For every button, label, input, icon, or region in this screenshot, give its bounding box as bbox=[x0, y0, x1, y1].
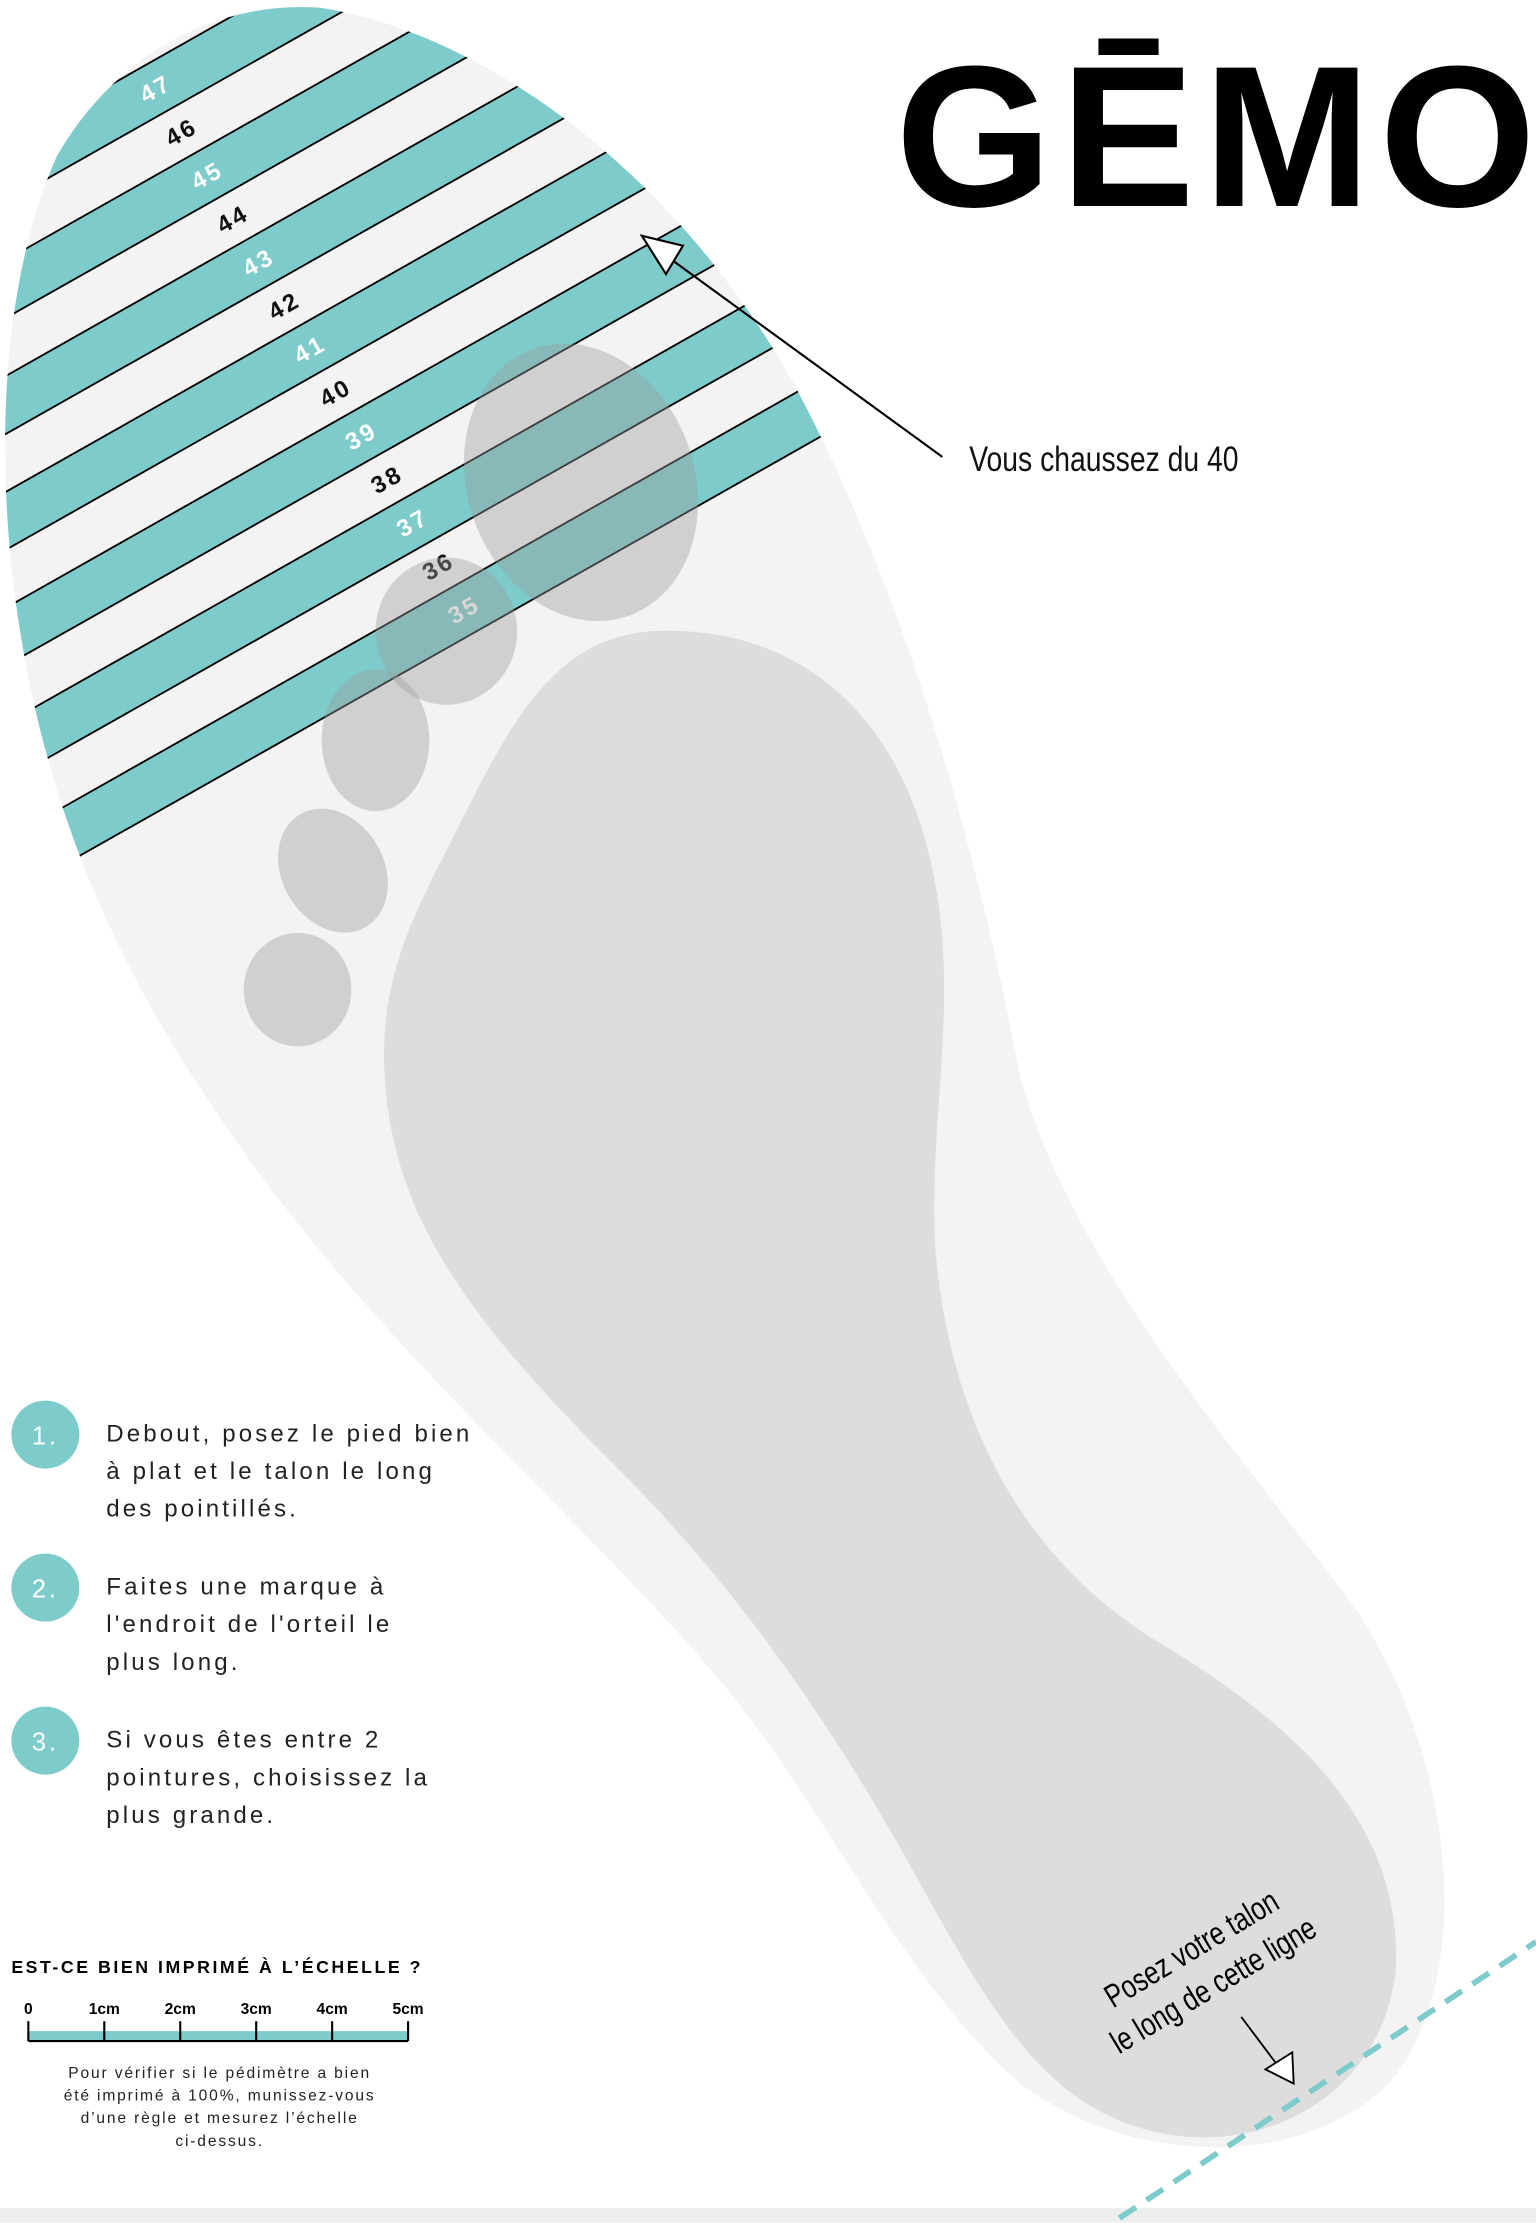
step-text: Si vous êtes entre 2 bbox=[106, 1727, 381, 1754]
step-text: l'endroit de l'orteil le bbox=[106, 1611, 392, 1638]
annotation: Vous chaussez du 40 bbox=[969, 439, 1238, 479]
scale-note: été imprimé à 100%, munissez-vous bbox=[64, 2088, 376, 2105]
ruler-label: 4cm bbox=[317, 2001, 348, 2018]
step-text: plus grande. bbox=[106, 1802, 276, 1829]
ruler-label: 3cm bbox=[241, 2001, 272, 2018]
scale-note: d’une règle et mesurez l’échelle bbox=[81, 2110, 359, 2127]
ruler-label: 5cm bbox=[392, 2001, 423, 2018]
step-text: à plat et le talon le long bbox=[106, 1458, 435, 1485]
ruler-label: 0 bbox=[24, 2001, 33, 2018]
page: {"logo": "GĒMO", "size_bands": ["47", "4… bbox=[0, 0, 1536, 2223]
ruler-label: 1cm bbox=[89, 2001, 120, 2018]
scale-note: Pour vérifier si le pédimètre a bien bbox=[68, 2065, 371, 2082]
step-number: 3. bbox=[32, 1729, 59, 1757]
step-text: Debout, posez le pied bien bbox=[106, 1421, 472, 1448]
step-number: 2. bbox=[32, 1576, 59, 1604]
ruler-label: 2cm bbox=[165, 2001, 196, 2018]
step-text: plus long. bbox=[106, 1649, 240, 1676]
ruler-bar bbox=[28, 2031, 408, 2041]
step-number: 1. bbox=[32, 1422, 59, 1450]
pedimeter: 47464544434241403938373635 GĒMO Vous cha… bbox=[0, 0, 1536, 2223]
step-text: pointures, choisissez la bbox=[106, 1764, 430, 1791]
logo: GĒMO bbox=[896, 24, 1536, 249]
step-text: des pointillés. bbox=[106, 1496, 299, 1523]
scale: EST-CE BIEN IMPRIMÉ À L’ÉCHELLE ? 0 1cm 2c… bbox=[11, 1956, 423, 2150]
step-text: Faites une marque à bbox=[106, 1574, 386, 1601]
scale-title: EST-CE BIEN IMPRIMÉ À L’ÉCHELLE ? bbox=[11, 1956, 423, 1977]
bottom-strip bbox=[0, 2208, 1536, 2222]
steps: 1. Debout, posez le pied bien à plat et le… bbox=[11, 1401, 472, 1829]
scale-note: ci-dessus. bbox=[175, 2133, 264, 2150]
toe bbox=[322, 669, 430, 811]
toe bbox=[244, 933, 352, 1046]
